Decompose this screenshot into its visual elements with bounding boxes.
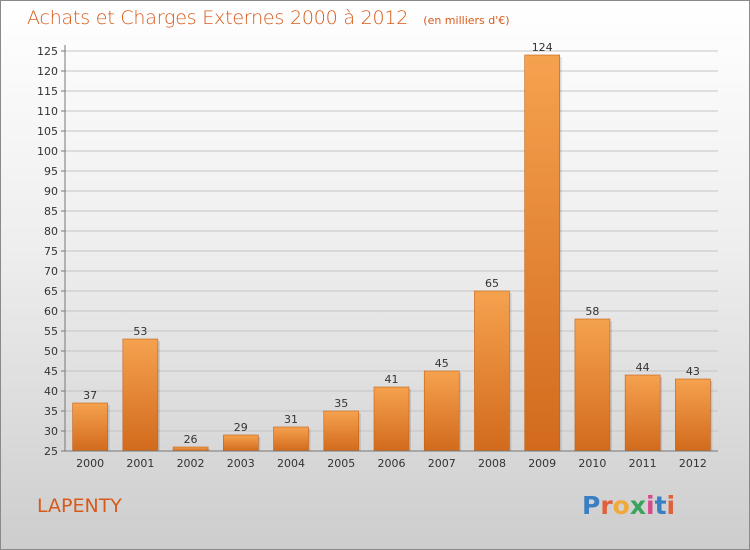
y-tick-label: 80 bbox=[44, 225, 58, 238]
logo-letter: o bbox=[612, 491, 630, 520]
bar-2007 bbox=[423, 370, 460, 452]
data-label: 41 bbox=[385, 373, 399, 386]
y-tick-label: 70 bbox=[44, 265, 58, 278]
x-tick-label: 2012 bbox=[679, 457, 707, 470]
data-label: 53 bbox=[133, 325, 147, 338]
bar-2004 bbox=[273, 426, 309, 452]
y-tick-label: 25 bbox=[44, 445, 58, 458]
y-tick-label: 95 bbox=[44, 165, 58, 178]
unit-note: (en milliers d'€) bbox=[423, 14, 510, 27]
bar-2002 bbox=[172, 446, 209, 452]
bar-2009 bbox=[524, 54, 560, 452]
y-tick-label: 65 bbox=[44, 285, 58, 298]
x-tick-label: 2008 bbox=[478, 457, 506, 470]
data-label: 31 bbox=[284, 413, 298, 426]
y-tick-label: 100 bbox=[37, 145, 58, 158]
y-tick-label: 105 bbox=[37, 125, 58, 138]
logo-letter: t bbox=[654, 491, 667, 520]
logo-letter: i bbox=[666, 491, 676, 520]
x-tick-label: 2003 bbox=[227, 457, 255, 470]
x-tick-label: 2006 bbox=[378, 457, 406, 470]
data-label: 45 bbox=[435, 357, 449, 370]
data-label: 35 bbox=[334, 397, 348, 410]
bars: 37 53 26 29 31 35 41 45 65 124 58 44 43 bbox=[72, 41, 713, 452]
y-tick-label: 115 bbox=[37, 85, 58, 98]
bar-2000 bbox=[72, 402, 108, 452]
x-tick-label: 2010 bbox=[578, 457, 606, 470]
logo-letter: P bbox=[582, 491, 601, 520]
data-label: 44 bbox=[636, 361, 650, 374]
commune-name: LAPENTY bbox=[37, 495, 122, 517]
bar-2006 bbox=[373, 386, 410, 452]
y-tick-label: 120 bbox=[37, 65, 58, 78]
bar-2011 bbox=[624, 374, 661, 452]
bar-2010 bbox=[574, 318, 611, 452]
y-axis: 25 30 35 40 45 50 55 60 65 70 75 80 85 90 95 100 105 110 1… bbox=[37, 45, 66, 458]
x-tick-label: 2011 bbox=[629, 457, 657, 470]
y-tick-label: 125 bbox=[37, 45, 58, 58]
y-tick-label: 35 bbox=[44, 405, 58, 418]
y-tick-label: 55 bbox=[44, 325, 58, 338]
y-tick-label: 75 bbox=[44, 245, 58, 258]
chart-title: Achats et Charges Externes 2000 à 2012 bbox=[27, 7, 409, 29]
y-tick-label: 50 bbox=[44, 345, 58, 358]
bar-2003 bbox=[223, 434, 259, 452]
proxiti-logo: Proxiti bbox=[582, 491, 675, 520]
x-axis: 2000 2001 2002 2003 2004 2005 2006 2007 2008 2009… bbox=[65, 450, 718, 470]
logo-letter: x bbox=[629, 491, 646, 520]
data-label: 43 bbox=[686, 365, 700, 378]
x-tick-label: 2000 bbox=[76, 457, 104, 470]
bar-2008 bbox=[474, 290, 510, 452]
bar-2001 bbox=[122, 338, 159, 452]
data-label: 29 bbox=[234, 421, 248, 434]
data-label: 26 bbox=[184, 433, 198, 446]
x-tick-label: 2009 bbox=[528, 457, 556, 470]
data-label: 37 bbox=[83, 389, 97, 402]
bar-2012 bbox=[675, 378, 711, 452]
chart-title-block: Achats et Charges Externes 2000 à 2012 (… bbox=[27, 7, 510, 29]
data-label: 58 bbox=[585, 305, 599, 318]
y-tick-label: 30 bbox=[44, 425, 58, 438]
y-tick-label: 85 bbox=[44, 205, 58, 218]
y-tick-label: 110 bbox=[37, 105, 58, 118]
x-tick-label: 2001 bbox=[126, 457, 154, 470]
logo-letter: i bbox=[646, 491, 655, 520]
x-tick-label: 2007 bbox=[428, 457, 456, 470]
bar-2005 bbox=[323, 410, 360, 452]
y-tick-label: 40 bbox=[44, 385, 58, 398]
x-tick-label: 2004 bbox=[277, 457, 305, 470]
data-label: 65 bbox=[485, 277, 499, 290]
x-tick-label: 2005 bbox=[327, 457, 355, 470]
data-label: 124 bbox=[532, 41, 553, 54]
y-tick-label: 60 bbox=[44, 305, 58, 318]
x-tick-label: 2002 bbox=[177, 457, 205, 470]
y-tick-label: 90 bbox=[44, 185, 58, 198]
y-tick-label: 45 bbox=[44, 365, 58, 378]
logo-letter: r bbox=[600, 491, 613, 520]
